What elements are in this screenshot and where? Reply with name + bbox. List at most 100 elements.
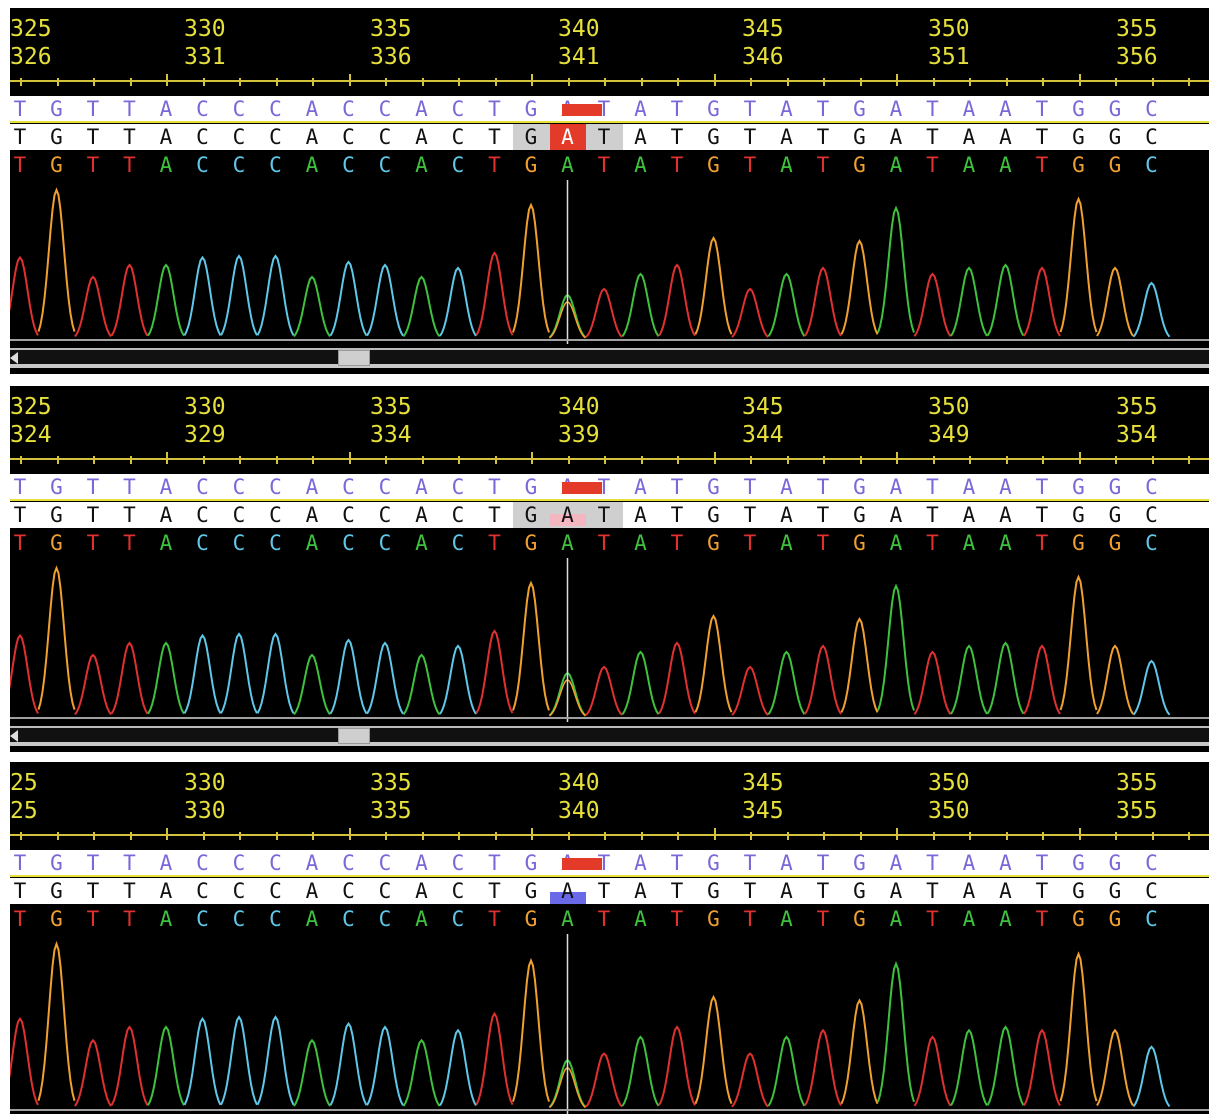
- query-base[interactable]: A: [151, 124, 181, 150]
- query-base[interactable]: A: [407, 502, 437, 528]
- scroll-left-arrow-icon[interactable]: [10, 352, 18, 364]
- query-base[interactable]: C: [261, 502, 291, 528]
- query-base[interactable]: G: [1100, 878, 1130, 904]
- query-base[interactable]: T: [1027, 502, 1057, 528]
- query-base[interactable]: C: [188, 124, 218, 150]
- query-base[interactable]: G: [1100, 502, 1130, 528]
- query-base[interactable]: C: [261, 124, 291, 150]
- query-base[interactable]: T: [115, 124, 145, 150]
- query-base[interactable]: C: [224, 124, 254, 150]
- query-base[interactable]: T: [115, 878, 145, 904]
- query-base[interactable]: G: [1064, 124, 1094, 150]
- query-base[interactable]: G: [1100, 124, 1130, 150]
- query-base[interactable]: T: [115, 502, 145, 528]
- query-base[interactable]: T: [735, 878, 765, 904]
- query-base[interactable]: G: [42, 124, 72, 150]
- query-base[interactable]: T: [589, 124, 619, 150]
- query-base[interactable]: T: [1027, 124, 1057, 150]
- query-base[interactable]: C: [334, 878, 364, 904]
- query-base[interactable]: G: [845, 878, 875, 904]
- scroll-track[interactable]: [10, 348, 1209, 368]
- query-base[interactable]: A: [407, 124, 437, 150]
- query-base[interactable]: A: [553, 502, 583, 528]
- query-base[interactable]: T: [735, 124, 765, 150]
- query-base[interactable]: A: [626, 878, 656, 904]
- query-base[interactable]: T: [589, 502, 619, 528]
- query-base[interactable]: C: [224, 878, 254, 904]
- query-base[interactable]: C: [188, 502, 218, 528]
- query-base[interactable]: T: [808, 124, 838, 150]
- query-base[interactable]: T: [10, 502, 35, 528]
- query-base[interactable]: A: [553, 878, 583, 904]
- query-base[interactable]: C: [1137, 502, 1167, 528]
- horizontal-scrollbar[interactable]: [10, 346, 1209, 374]
- query-base[interactable]: A: [954, 502, 984, 528]
- query-base[interactable]: G: [42, 502, 72, 528]
- query-base[interactable]: T: [808, 878, 838, 904]
- query-base[interactable]: T: [480, 878, 510, 904]
- query-base[interactable]: A: [297, 502, 327, 528]
- query-base[interactable]: A: [297, 878, 327, 904]
- query-base[interactable]: C: [370, 502, 400, 528]
- query-base[interactable]: A: [954, 124, 984, 150]
- query-base[interactable]: C: [443, 502, 473, 528]
- query-base[interactable]: T: [735, 502, 765, 528]
- query-base[interactable]: A: [991, 502, 1021, 528]
- query-base[interactable]: C: [261, 878, 291, 904]
- query-base[interactable]: T: [10, 124, 35, 150]
- scroll-left-arrow-icon[interactable]: [10, 730, 18, 742]
- query-base[interactable]: C: [334, 124, 364, 150]
- query-base[interactable]: T: [808, 502, 838, 528]
- query-base[interactable]: T: [480, 502, 510, 528]
- query-base[interactable]: C: [224, 502, 254, 528]
- query-base[interactable]: A: [626, 124, 656, 150]
- query-base[interactable]: A: [881, 124, 911, 150]
- query-base[interactable]: G: [516, 124, 546, 150]
- query-base[interactable]: G: [845, 124, 875, 150]
- query-base[interactable]: A: [626, 502, 656, 528]
- query-base[interactable]: T: [662, 878, 692, 904]
- query-base[interactable]: T: [662, 502, 692, 528]
- query-base[interactable]: T: [918, 502, 948, 528]
- query-base[interactable]: T: [78, 878, 108, 904]
- query-base[interactable]: T: [589, 878, 619, 904]
- query-base[interactable]: G: [845, 502, 875, 528]
- query-base[interactable]: G: [699, 502, 729, 528]
- query-base[interactable]: C: [443, 124, 473, 150]
- scroll-track[interactable]: [10, 726, 1209, 746]
- query-base[interactable]: A: [991, 878, 1021, 904]
- query-base[interactable]: A: [553, 124, 583, 150]
- query-base[interactable]: A: [954, 878, 984, 904]
- query-base[interactable]: C: [1137, 878, 1167, 904]
- query-base[interactable]: G: [1064, 878, 1094, 904]
- query-base[interactable]: A: [151, 878, 181, 904]
- query-base[interactable]: C: [370, 124, 400, 150]
- query-base[interactable]: A: [772, 878, 802, 904]
- query-base[interactable]: G: [516, 502, 546, 528]
- query-base[interactable]: T: [662, 124, 692, 150]
- query-base[interactable]: G: [1064, 502, 1094, 528]
- query-base[interactable]: A: [772, 502, 802, 528]
- query-base[interactable]: C: [334, 502, 364, 528]
- query-base[interactable]: G: [699, 124, 729, 150]
- query-base[interactable]: T: [480, 124, 510, 150]
- query-base[interactable]: T: [78, 124, 108, 150]
- query-base[interactable]: A: [297, 124, 327, 150]
- query-base[interactable]: A: [881, 502, 911, 528]
- query-base[interactable]: G: [516, 878, 546, 904]
- query-base[interactable]: G: [699, 878, 729, 904]
- scroll-thumb[interactable]: [338, 728, 370, 744]
- query-base[interactable]: C: [188, 878, 218, 904]
- query-base[interactable]: C: [370, 878, 400, 904]
- query-base[interactable]: T: [1027, 878, 1057, 904]
- query-base[interactable]: A: [151, 502, 181, 528]
- query-base[interactable]: A: [991, 124, 1021, 150]
- query-base[interactable]: C: [1137, 124, 1167, 150]
- query-base[interactable]: G: [42, 878, 72, 904]
- scroll-thumb[interactable]: [338, 350, 370, 366]
- query-base[interactable]: T: [918, 878, 948, 904]
- query-base[interactable]: T: [10, 878, 35, 904]
